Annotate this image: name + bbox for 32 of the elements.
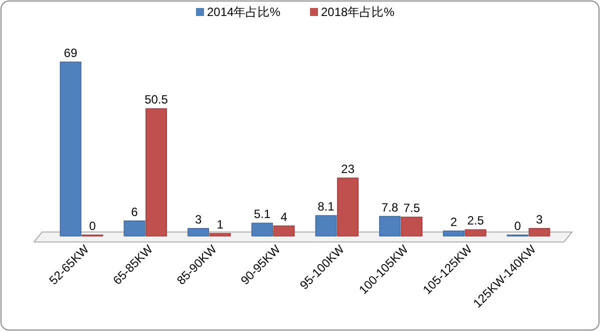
- data-label: 2.5: [467, 214, 484, 228]
- data-label: 8.1: [318, 200, 335, 214]
- data-label: 3: [536, 212, 544, 226]
- data-label: 3: [194, 212, 202, 226]
- bar: [337, 178, 359, 236]
- data-label: 4: [280, 210, 288, 224]
- bar: [209, 233, 231, 236]
- bar: [315, 215, 337, 236]
- data-label: 7.5: [403, 201, 420, 216]
- bar: [379, 216, 401, 236]
- bar: [60, 62, 82, 236]
- bar: [251, 222, 273, 236]
- legend-label: 2014年占比%: [207, 5, 281, 19]
- data-label: 23: [341, 162, 355, 176]
- data-label: 7.8: [382, 200, 399, 214]
- bar: [273, 226, 295, 236]
- data-label: 1: [216, 217, 224, 232]
- bar: [400, 216, 422, 236]
- data-label: 50.5: [144, 92, 168, 107]
- data-label: 0: [514, 219, 522, 233]
- bar: [528, 228, 550, 236]
- bar: [188, 228, 210, 236]
- legend-label: 2018年占比%: [321, 5, 395, 19]
- data-label: 5.1: [254, 207, 271, 222]
- data-label: 69: [64, 46, 78, 60]
- data-label: 2: [450, 214, 458, 229]
- data-label: 0: [89, 219, 96, 233]
- bar: [442, 230, 464, 236]
- bar: [464, 229, 486, 236]
- bar: [124, 220, 146, 236]
- bar: [146, 108, 168, 236]
- data-label: 6: [131, 204, 138, 219]
